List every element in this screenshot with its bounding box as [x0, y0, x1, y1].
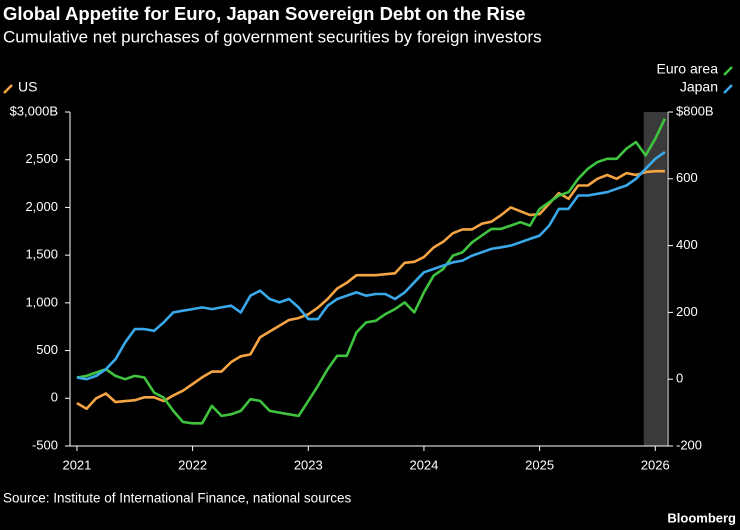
- x-tick-label: 2024: [409, 457, 438, 472]
- y-tick-label: 2,500: [25, 151, 58, 166]
- y2-tick-label: 400: [676, 237, 698, 252]
- y2-tick-label: 200: [676, 304, 698, 319]
- y-tick-label: 0: [51, 390, 58, 405]
- chart-title: Global Appetite for Euro, Japan Sovereig…: [3, 3, 526, 24]
- x-tick-label: 2025: [525, 457, 554, 472]
- legend-label: US: [18, 79, 37, 95]
- y-tick-label: 1,500: [25, 247, 58, 262]
- line-series: [76, 169, 665, 411]
- x-tick-label: 2022: [178, 457, 207, 472]
- y2-tick-label: -200: [676, 437, 702, 452]
- y2-tick-label: 0: [676, 371, 683, 386]
- legend-swatch: [723, 84, 733, 94]
- y-tick-label: 1,000: [25, 294, 58, 309]
- credit: Bloomberg: [667, 510, 736, 525]
- line-series: [76, 118, 667, 425]
- y-tick-label: 2,000: [25, 199, 58, 214]
- x-tick-label: 2023: [294, 457, 323, 472]
- legend-swatch: [3, 84, 13, 94]
- chart-subtitle: Cumulative net purchases of government s…: [3, 27, 542, 46]
- legend-label: Japan: [680, 79, 718, 95]
- x-tick-label: 2021: [62, 457, 91, 472]
- y-tick-label: $3,000B: [10, 103, 58, 118]
- legend-label: Euro area: [657, 61, 719, 77]
- y-tick-label: -500: [32, 437, 58, 452]
- shaded-range: [643, 112, 667, 446]
- y-tick-label: 500: [36, 342, 58, 357]
- line-series: [76, 151, 666, 381]
- x-tick-label: 2026: [641, 457, 670, 472]
- y2-tick-label: 600: [676, 170, 698, 185]
- source: Source: Institute of International Finan…: [3, 491, 351, 506]
- legend-swatch: [723, 66, 733, 76]
- y2-tick-label: $800B: [676, 103, 714, 118]
